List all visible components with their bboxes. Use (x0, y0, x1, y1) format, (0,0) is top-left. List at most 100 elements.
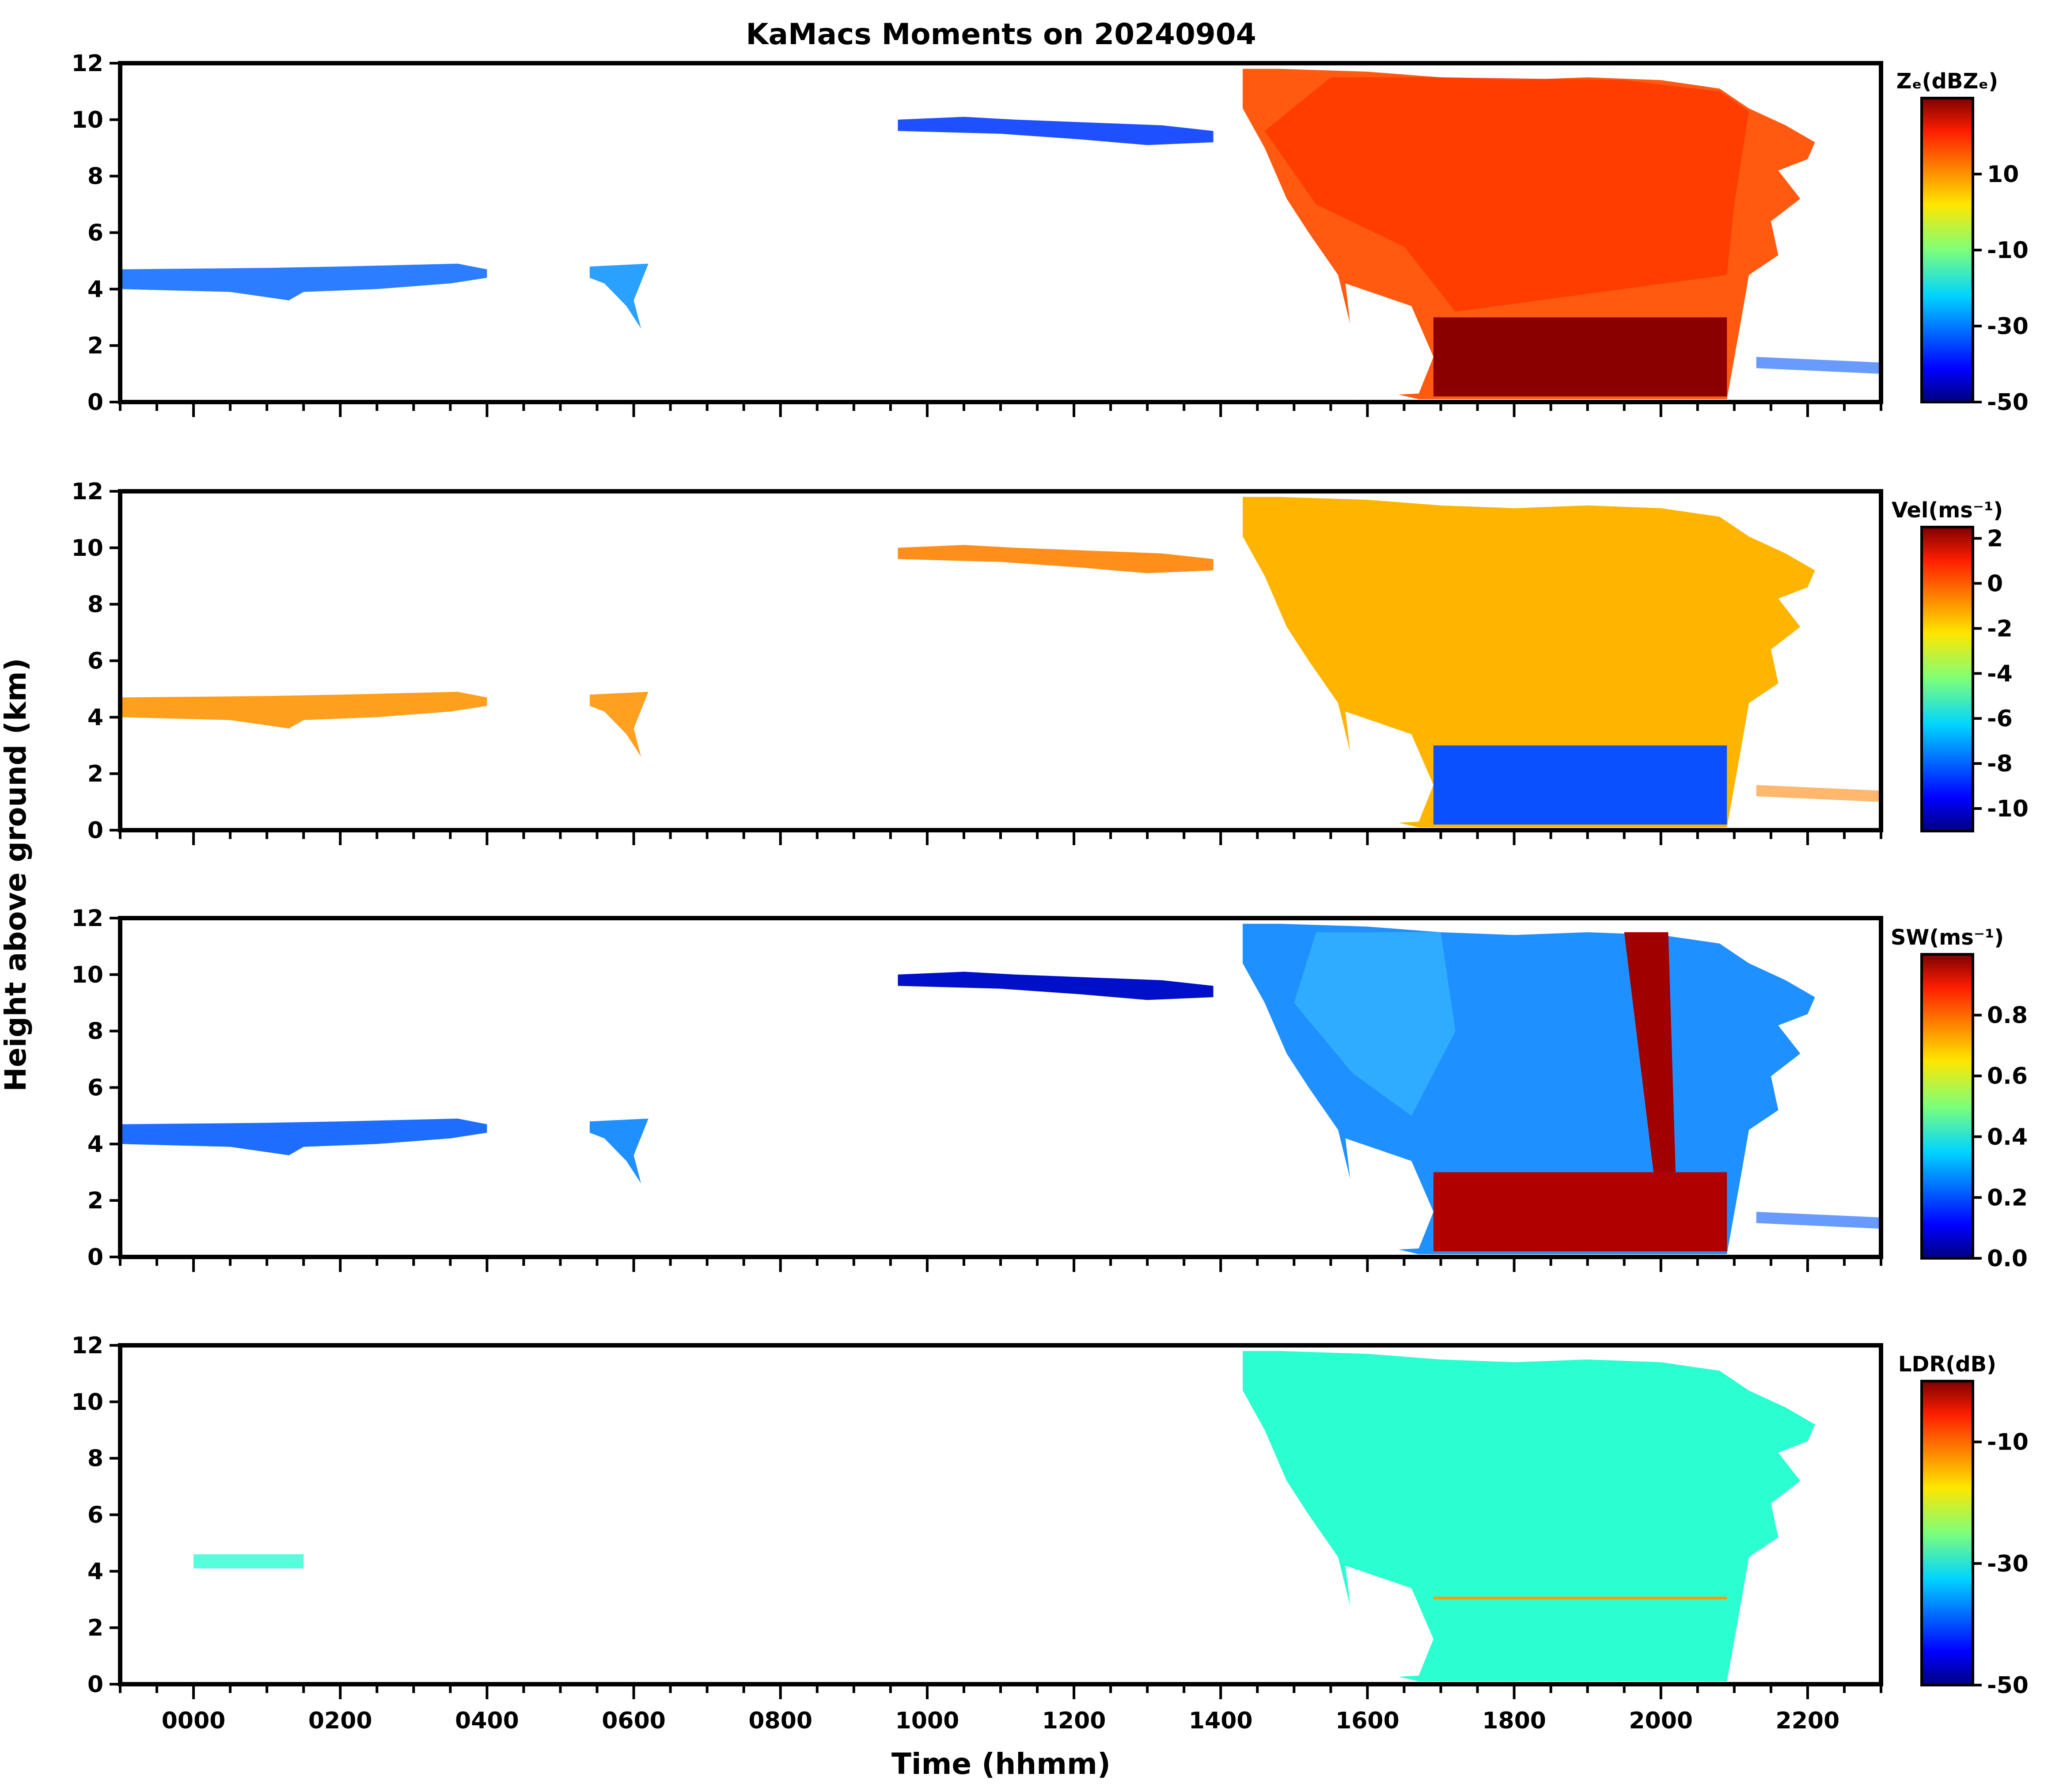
colorbar-gradient (1920, 953, 1974, 1260)
colorbar-gradient (1920, 97, 1974, 403)
colorbar-tick-label: -10 (1987, 1429, 2029, 1456)
x-tick-label: 1200 (1042, 1708, 1106, 1734)
radar-echo-ldr (193, 1351, 1815, 1682)
y-tick-label: 0 (87, 1671, 103, 1698)
y-tick-label: 2 (87, 1188, 103, 1214)
y-tick-label: 6 (87, 1075, 103, 1101)
y-tick-label: 0 (87, 389, 103, 416)
colorbar-gradient (1920, 1380, 1974, 1686)
colorbar-tick-label: 0.4 (1987, 1124, 2028, 1150)
colorbar-tick-label: -6 (1987, 706, 2013, 732)
trailing-echo (1756, 785, 1881, 802)
x-tick-label: 1600 (1335, 1708, 1399, 1734)
echo-gap (1345, 711, 1433, 825)
y-tick-label: 10 (72, 535, 103, 562)
y-tick-label: 4 (87, 704, 103, 731)
lower-layer (1433, 1172, 1727, 1252)
lower-layer (1433, 745, 1727, 825)
echo-gap (1345, 283, 1433, 397)
colorbar-tick-label: 0.6 (1987, 1063, 2028, 1090)
y-tick-label: 0 (87, 817, 103, 844)
y-tick-label: 8 (87, 1018, 103, 1045)
sw-streak (1624, 932, 1676, 1173)
y-tick-label: 2 (87, 1615, 103, 1641)
x-tick-label: 0400 (455, 1708, 519, 1734)
trailing-echo (1756, 357, 1881, 374)
y-tick-label: 12 (72, 50, 103, 77)
colorbar-tick-label: 0.0 (1987, 1245, 2028, 1272)
lower-layer (1433, 1599, 1727, 1679)
y-tick-label: 6 (87, 648, 103, 675)
y-tick-label: 4 (87, 1558, 103, 1585)
low-cloud (120, 1118, 487, 1155)
x-tick-label: 0200 (308, 1708, 372, 1734)
y-tick-label: 4 (87, 1131, 103, 1158)
colorbar-tick-label: -10 (1987, 237, 2029, 264)
small-cell (589, 691, 648, 757)
lower-layer (1433, 317, 1727, 397)
y-tick-label: 10 (72, 107, 103, 133)
colorbar-tick-label: -30 (1987, 313, 2029, 340)
small-cell (589, 1118, 648, 1184)
panel-ze: 0 2 4 6 8 10 12 Zₑ(dBZₑ) 10 -10 -30 -50 (72, 50, 2029, 417)
panel-sw: 0 2 4 6 8 10 12 SW(ms⁻¹) 0.8 0.6 0.4 0.2 0.0 (72, 905, 2028, 1272)
colorbar-tick-label: -50 (1987, 389, 2029, 416)
x-tick-label: 0600 (602, 1708, 666, 1734)
colorbar-ze: Zₑ(dBZₑ) 10 -10 -30 -50 (1896, 69, 2029, 416)
x-tick-label: 1800 (1482, 1708, 1546, 1734)
colorbar-sw: SW(ms⁻¹) 0.8 0.6 0.4 0.2 0.0 (1891, 925, 2028, 1272)
radar-echo-vel (120, 497, 1881, 828)
figure-title: KaMacs Moments on 20240904 (746, 17, 1256, 51)
colorbar-tick-label: -30 (1987, 1551, 2029, 1577)
x-tick-label: 2000 (1629, 1708, 1693, 1734)
trailing-echo (1756, 1211, 1881, 1229)
echo-gap (1345, 1565, 1433, 1679)
x-tick-label: 2200 (1776, 1708, 1840, 1734)
colorbar-label: Zₑ(dBZₑ) (1896, 69, 1998, 94)
sw-upper (1294, 932, 1456, 1116)
colorbar-label: Vel(ms⁻¹) (1892, 498, 2003, 523)
small-cell (589, 263, 648, 329)
colorbar-tick-label: 0.2 (1987, 1185, 2028, 1211)
colorbar-tick-label: -8 (1987, 751, 2013, 777)
colorbar-tick-label: -10 (1987, 796, 2029, 822)
storm-core (1264, 77, 1749, 312)
y-tick-label: 12 (72, 478, 103, 505)
y-tick-label: 2 (87, 761, 103, 787)
low-cloud (120, 263, 487, 300)
colorbar-tick-label: -50 (1987, 1672, 2029, 1699)
low-cloud (120, 691, 487, 729)
x-tick-label: 0800 (748, 1708, 812, 1734)
y-tick-label: 8 (87, 592, 103, 618)
colorbar-tick-label: 2 (1987, 525, 2003, 552)
mid-cloud (898, 117, 1214, 145)
x-axis-label: Time (hhmm) (891, 1747, 1111, 1781)
y-tick-label: 2 (87, 333, 103, 359)
y-tick-label: 12 (72, 905, 103, 932)
mid-cloud (898, 972, 1214, 1000)
y-tick-label: 4 (87, 276, 103, 303)
x-tick-label: 1400 (1189, 1708, 1253, 1734)
colorbar-vel: Vel(ms⁻¹)2 0 -2 -4 -6 -8 -10 (1892, 498, 2029, 832)
colorbar-gradient (1920, 526, 1974, 832)
y-tick-label: 10 (72, 962, 103, 988)
y-tick-label: 6 (87, 220, 103, 247)
radar-echo-ze (120, 68, 1881, 399)
colorbar-tick-label: -2 (1987, 615, 2013, 642)
y-tick-label: 8 (87, 1446, 103, 1472)
mid-cloud (898, 545, 1214, 573)
y-tick-label: 0 (87, 1244, 103, 1271)
colorbar-tick-label: 10 (1987, 161, 2019, 188)
x-tick-label: 1000 (895, 1708, 959, 1734)
ldr-small-patch (193, 1554, 304, 1568)
colorbar-tick-label: 0.8 (1987, 1002, 2028, 1029)
y-tick-label: 10 (72, 1389, 103, 1416)
y-axis-label: Height above ground (km) (0, 658, 33, 1092)
x-tick-label: 0000 (162, 1708, 226, 1734)
echo-gap (1345, 1138, 1433, 1252)
radar-echo-sw (120, 923, 1881, 1254)
panel-ldr: 0 2 4 6 8 10 12 0000 0200 0400 0600 0800 1000 1200 140… (72, 1333, 2029, 1734)
y-tick-label: 8 (87, 163, 103, 190)
